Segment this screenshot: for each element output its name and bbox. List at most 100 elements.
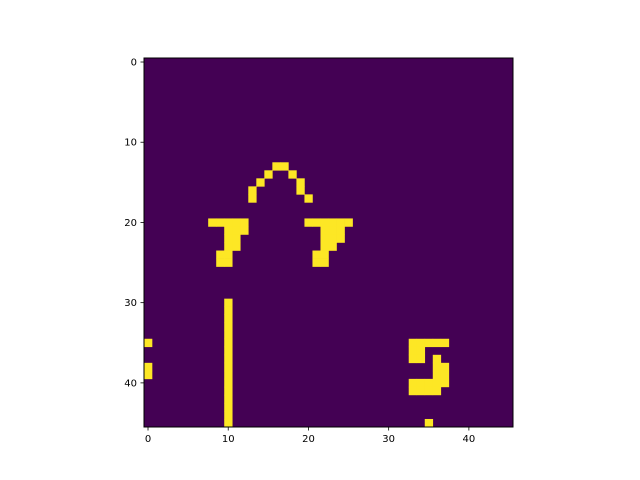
heatmap-cell [432,378,442,388]
heatmap-cell [440,362,450,372]
heatmap-cell [320,226,329,235]
heatmap-cell [344,218,353,227]
heatmap-cell [424,386,434,396]
heatmap-cell [432,354,442,364]
heatmap-cell [240,218,249,227]
heatmap-cell [320,234,329,243]
heatmap-cell [424,338,434,348]
heatmap-cell [216,218,225,227]
heatmap-cell [224,338,233,348]
heatmap-cell [224,386,233,396]
heatmap-cell [304,218,313,227]
heatmap-cell [280,162,289,171]
heatmap-cell [224,330,233,340]
heatmap-cell [224,378,233,388]
heatmap-cell [328,242,337,251]
heatmap-cell [240,226,249,235]
heatmap-cell [224,410,233,420]
heatmap-cell [224,314,233,324]
heatmap-cell [336,218,345,227]
heatmap-cell [208,218,217,227]
heatmap-cell [224,298,233,307]
heatmap-cell [416,378,426,388]
heatmap-cell [440,370,450,380]
heatmap-cell [216,250,225,259]
heatmap-cell [336,234,345,243]
heatmap-cells [144,162,450,428]
heatmap-cell [224,402,233,412]
heatmap-cell [224,226,233,235]
heatmap-cell [224,258,233,267]
x-tick-label: 10 [222,434,235,445]
heatmap-cell [232,226,241,235]
heatmap-cell [224,346,233,356]
heatmap-cell [408,354,418,364]
y-tick-label: 0 [131,58,137,69]
heatmap-cell [432,386,442,396]
heatmap-cell [272,162,281,171]
heatmap-cell [440,338,450,348]
y-tick-label: 20 [124,218,137,229]
y-tick-label: 10 [124,138,137,149]
heatmap-cell [312,218,321,227]
heatmap-cell [320,250,329,259]
heatmap-cell [416,346,426,356]
heatmap-cell [224,418,233,428]
heatmap-cell [256,178,265,187]
heatmap-cell [440,378,450,388]
heatmap-cell [424,418,434,428]
heatmap-cell [328,218,337,227]
heatmap-cell [304,194,313,203]
heatmap-cell [224,394,233,404]
heatmap-cell [416,338,426,348]
heatmap-cell [408,386,418,396]
heatmap-cell [224,242,233,251]
heatmap-cell [416,386,426,396]
y-axis: 0 10 20 30 40 [124,58,144,389]
x-tick-label: 30 [382,434,395,445]
heatmap-cell [432,338,442,348]
heatmap-cell [224,370,233,380]
heatmap-cell [312,250,321,259]
heatmap-cell [144,370,153,380]
x-tick-label: 40 [463,434,476,445]
heatmap-cell [232,242,241,251]
heatmap-cell [248,186,257,195]
heatmap-cell [232,234,241,243]
heatmap-cell [144,338,153,348]
heatmap-cell [224,362,233,372]
heatmap-cell [432,370,442,380]
heatmap-cell [320,242,329,251]
heatmap-cell [288,170,297,179]
heatmap-cell [224,218,233,227]
heatmap-cell [224,234,233,243]
y-tick-label: 40 [124,378,137,389]
plot-frame [143,57,514,428]
x-axis: 0 10 20 30 40 [145,427,475,445]
heatmap-cell [264,170,273,179]
heatmap-cell [424,378,434,388]
heatmap-cell [224,250,233,259]
heatmap-cell [328,226,337,235]
heatmap-cell [232,218,241,227]
heatmap-cell [408,378,418,388]
heatmap-cell [216,258,225,267]
heatmap-cell [408,346,418,356]
heatmap-cell [320,258,329,267]
heatmap-cell [224,354,233,364]
heatmap-cell [248,194,257,203]
heatmap-cell [224,306,233,315]
heatmap-cell [144,362,153,372]
heatmap-cell [336,226,345,235]
heatmap-cell [296,178,305,187]
x-tick-label: 0 [145,434,151,445]
heatmap-cell [408,338,418,348]
heatmap-cell [416,354,426,364]
heatmap-cell [312,258,321,267]
heatmap-cell [320,218,329,227]
heatmap-cell [328,234,337,243]
x-tick-label: 20 [302,434,315,445]
heatmap-cell [296,186,305,195]
heatmap-cell [432,362,442,372]
